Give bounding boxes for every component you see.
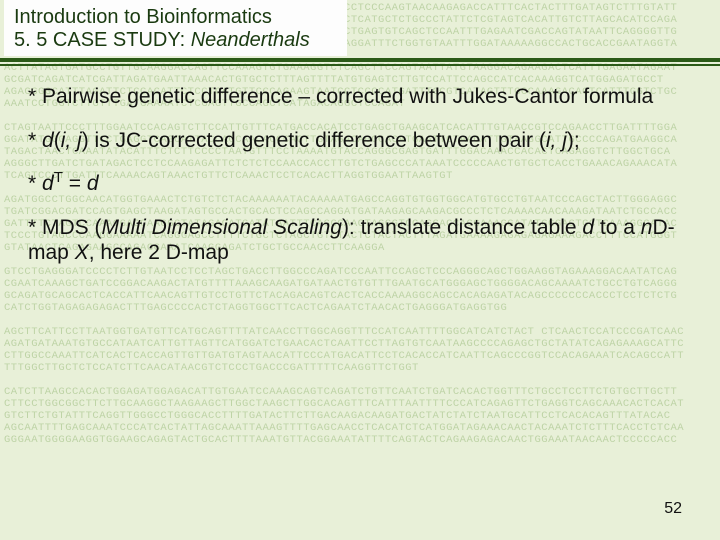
b4-pre: * MDS ( — [28, 216, 102, 239]
header-divider — [0, 58, 720, 66]
b2-close: ) — [82, 129, 89, 152]
b4-mid: ): translate distance table — [342, 216, 582, 239]
b3-eq: = — [63, 172, 87, 195]
slide-header: Introduction to Bioinformatics 5. 5 CASE… — [4, 0, 347, 56]
divider-thick — [0, 58, 720, 62]
slide-root: GTTCTTTATGAGGGGATGGGGCCATTTGGGAACAATACCC… — [0, 0, 720, 540]
b4-end: , here 2 D-map — [89, 241, 229, 264]
b2-open: ( — [54, 129, 61, 152]
b4-d: d — [582, 216, 594, 239]
b3-pre: * — [28, 172, 42, 195]
b2-mid: is JC-corrected genetic difference betwe… — [89, 129, 546, 152]
bullet-3: * dT = d — [28, 171, 692, 197]
bullet-1: * Pairwise genetic difference – correcte… — [28, 84, 692, 110]
b2-end: ); — [567, 129, 580, 152]
b2-ij1: i, j — [61, 129, 82, 152]
header-line2-italic: Neanderthals — [191, 29, 310, 51]
b4-X: X — [75, 241, 89, 264]
b2-d: d — [42, 129, 54, 152]
slide-content: * Pairwise genetic difference – correcte… — [0, 66, 720, 266]
page-number: 52 — [664, 500, 682, 518]
b3-d2: d — [87, 172, 99, 195]
b4-to: to a — [594, 216, 641, 239]
b4-n: n — [641, 216, 653, 239]
header-line2-prefix: 5. 5 CASE STUDY: — [14, 29, 191, 51]
header-title-line1: Introduction to Bioinformatics — [14, 6, 337, 29]
b2-ij2: i, j — [546, 129, 567, 152]
header-title-line2: 5. 5 CASE STUDY: Neanderthals — [14, 29, 337, 52]
bullet-2: * d(i, j) is JC-corrected genetic differ… — [28, 128, 692, 154]
b2-pre: * — [28, 129, 42, 152]
b3-d: d — [42, 172, 54, 195]
b4-mds: Multi Dimensional Scaling — [102, 216, 342, 239]
bullet-4: * MDS (Multi Dimensional Scaling): trans… — [28, 215, 692, 266]
b3-sup-t: T — [54, 169, 63, 186]
